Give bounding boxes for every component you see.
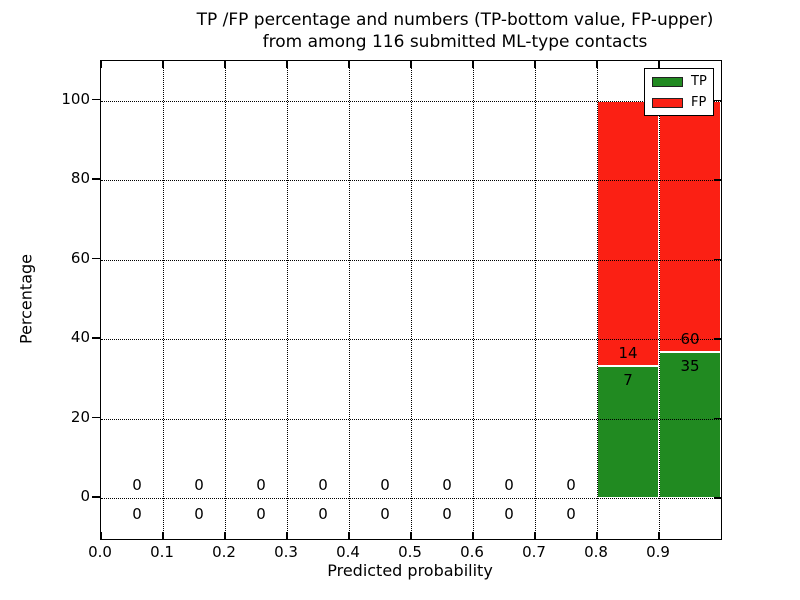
x-tick-bottom [224, 532, 226, 539]
gridline-vertical [411, 61, 412, 539]
x-tick-bottom [658, 532, 660, 539]
fp-count-label: 14 [618, 343, 638, 362]
x-tick-bottom [162, 532, 164, 539]
x-tick-top [100, 61, 102, 68]
y-tick-left [91, 178, 100, 180]
x-tick-label: 0.4 [336, 543, 360, 561]
x-tick-top [596, 61, 598, 68]
x-tick-bottom [534, 532, 536, 539]
fp-count-label: 0 [380, 476, 390, 495]
fp-count-label: 0 [132, 476, 142, 495]
y-tick-label: 100 [61, 89, 90, 108]
x-tick-label: 0.9 [646, 543, 670, 561]
tp-count-label: 0 [442, 505, 452, 524]
fp-count-label: 60 [680, 329, 700, 348]
legend-label: FP [691, 95, 707, 110]
fp-count-label: 0 [566, 476, 576, 495]
y-tick-label: 20 [70, 407, 90, 426]
y-tick-left [91, 416, 100, 419]
x-tick-label: 0.8 [584, 543, 608, 561]
y-tick-right [714, 338, 721, 340]
gridline-vertical [597, 61, 598, 539]
y-tick-right [714, 179, 721, 181]
y-tick-label: 80 [70, 169, 90, 187]
x-tick-top [224, 61, 226, 68]
gridline-vertical [349, 61, 350, 539]
y-tick-right [714, 99, 721, 102]
chart-title-line2: from among 116 submitted ML-type contact… [262, 32, 648, 52]
fp-count-label: 0 [442, 476, 452, 495]
x-tick-top [162, 61, 164, 68]
gridline-horizontal [101, 498, 721, 499]
x-tick-label: 0.5 [398, 543, 422, 561]
x-axis-label: Predicted probability [327, 561, 493, 580]
x-tick-bottom [472, 532, 474, 539]
legend-swatch-tp [652, 76, 683, 87]
legend-swatch-fp [652, 97, 683, 108]
x-tick-top [286, 61, 288, 68]
gridline-horizontal [101, 180, 721, 181]
y-tick-left [91, 337, 100, 339]
x-tick-bottom [348, 532, 350, 539]
legend-item: FP [652, 96, 713, 109]
x-tick-label: 0.7 [522, 543, 546, 561]
tp-count-label: 0 [504, 505, 514, 524]
gridline-vertical [225, 61, 226, 539]
tp-count-label: 0 [256, 505, 266, 524]
x-tick-label: 0.2 [212, 543, 236, 561]
x-tick-top [472, 61, 474, 68]
gridline-horizontal [101, 339, 721, 340]
fp-count-label: 0 [194, 476, 204, 495]
y-tick-right [714, 417, 721, 420]
y-tick-right [714, 258, 721, 261]
y-tick-left [91, 257, 100, 260]
legend-label: TP [691, 74, 707, 89]
tp-count-label: 35 [680, 357, 700, 376]
fp-count-label: 0 [256, 476, 266, 495]
gridline-vertical [473, 61, 474, 539]
y-tick-right [714, 497, 721, 499]
fp-count-label: 0 [318, 476, 328, 495]
gridline-horizontal [101, 259, 721, 261]
y-tick-label: 40 [70, 328, 90, 346]
tp-count-label: 0 [380, 505, 390, 524]
fp-bar [597, 100, 659, 366]
y-tick-left [91, 496, 100, 498]
x-tick-label: 0.1 [150, 543, 174, 561]
plot-area: 0 0 0 0 0 0 0 0 0 0 0 0 0 0 0 0 14 7 60 35 [100, 60, 722, 540]
x-tick-label: 0.0 [88, 543, 112, 561]
gridline-vertical [659, 61, 660, 539]
gridline-horizontal [101, 100, 721, 102]
fp-count-label: 0 [504, 476, 514, 495]
gridline-vertical [535, 61, 536, 539]
gridline-horizontal [101, 418, 721, 420]
fp-bar [659, 100, 721, 352]
x-tick-bottom [286, 532, 288, 539]
chart-title-line1: TP /FP percentage and numbers (TP-bottom… [196, 10, 714, 30]
tp-count-label: 0 [132, 505, 142, 524]
tp-count-label: 0 [194, 505, 204, 524]
tp-bar [659, 351, 721, 498]
gridline-vertical [287, 61, 288, 539]
legend-item: TP [652, 75, 713, 88]
tp-count-label: 0 [566, 505, 576, 524]
chart-title: TP /FP percentage and numbers (TP-bottom… [155, 9, 755, 53]
tp-count-label: 0 [318, 505, 328, 524]
x-tick-label: 0.6 [460, 543, 484, 561]
y-tick-label: 0 [80, 487, 90, 505]
x-tick-bottom [100, 532, 102, 539]
x-tick-top [348, 61, 350, 68]
x-tick-top [658, 61, 660, 68]
y-tick-label: 60 [70, 248, 90, 267]
y-tick-left [91, 98, 100, 101]
x-tick-top [534, 61, 536, 68]
x-tick-label: 0.3 [274, 543, 298, 561]
x-tick-bottom [410, 532, 412, 539]
x-tick-top [410, 61, 412, 68]
tp-count-label: 7 [623, 371, 633, 390]
legend: TP FP [644, 68, 714, 116]
x-tick-bottom [596, 532, 598, 539]
gridline-vertical [163, 61, 164, 539]
